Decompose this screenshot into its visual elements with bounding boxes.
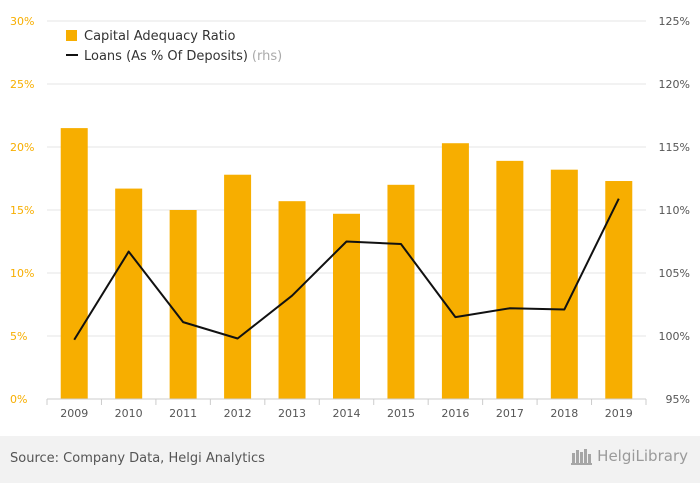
legend-swatch-car — [66, 30, 77, 41]
y-left-tick-label: 20% — [10, 141, 34, 154]
x-tick-label: 2016 — [441, 407, 469, 420]
x-tick-label: 2009 — [60, 407, 88, 420]
bar — [224, 174, 252, 399]
legend: Capital Adequacy Ratio Loans (As % Of De… — [66, 29, 282, 64]
chart: 0% 5% 10% 15% 20% 25% 30% 95% 100% 105% 110% 115% 12… — [10, 15, 690, 420]
bar — [115, 188, 143, 399]
x-tick-label: 2011 — [169, 407, 197, 420]
y-left-tick-label: 0% — [10, 393, 27, 406]
source-text: Source: Company Data, Helgi Analytics — [10, 451, 265, 466]
x-tick-label: 2013 — [278, 407, 306, 420]
legend-label-loans: Loans (As % Of Deposits) (rhs) — [84, 49, 282, 64]
helgi-library-logo: HelgiLibrary — [571, 447, 688, 465]
bar — [387, 184, 415, 399]
bar — [496, 160, 524, 399]
y-right-tick-label: 110% — [659, 204, 690, 217]
y-right-tick-label: 95% — [666, 393, 690, 406]
bar — [550, 169, 578, 399]
x-tick-label: 2015 — [387, 407, 415, 420]
x-tick-label: 2019 — [605, 407, 633, 420]
bar — [605, 181, 633, 399]
line-series — [73, 198, 620, 341]
legend-label-car: Capital Adequacy Ratio — [84, 29, 235, 44]
grid-lines — [47, 20, 646, 337]
x-tick-label: 2012 — [224, 407, 252, 420]
y-right-tick-label: 115% — [659, 141, 690, 154]
x-tick-label: 2014 — [333, 407, 361, 420]
y-left-tick-label: 5% — [10, 330, 27, 343]
y-left-tick-label: 25% — [10, 78, 34, 91]
y-right-tick-label: 125% — [659, 15, 690, 28]
axes: 0% 5% 10% 15% 20% 25% 30% 95% 100% 105% 110% 115% 12… — [10, 15, 690, 420]
y-right-tick-label: 100% — [659, 330, 690, 343]
y-left-tick-label: 15% — [10, 204, 34, 217]
y-left-tick-label: 10% — [10, 267, 34, 280]
x-tick-label: 2017 — [496, 407, 524, 420]
y-right-tick-label: 105% — [659, 267, 690, 280]
bar — [333, 213, 360, 399]
bar — [169, 210, 197, 399]
legend-loans-rhs: (rhs) — [252, 49, 282, 64]
x-tick-label: 2010 — [115, 407, 143, 420]
bar-series — [60, 128, 633, 399]
bar — [441, 143, 469, 399]
bar — [60, 128, 88, 399]
loans-line — [73, 198, 620, 341]
library-icon — [571, 449, 593, 465]
bar — [278, 201, 306, 399]
y-right-tick-label: 120% — [659, 78, 690, 91]
legend-loans-name: Loans (As % Of Deposits) — [84, 49, 248, 64]
footer: Source: Company Data, Helgi Analytics He… — [0, 436, 700, 483]
y-left-tick-label: 30% — [10, 15, 34, 28]
logo-text: HelgiLibrary — [597, 447, 688, 465]
x-tick-label: 2018 — [550, 407, 578, 420]
